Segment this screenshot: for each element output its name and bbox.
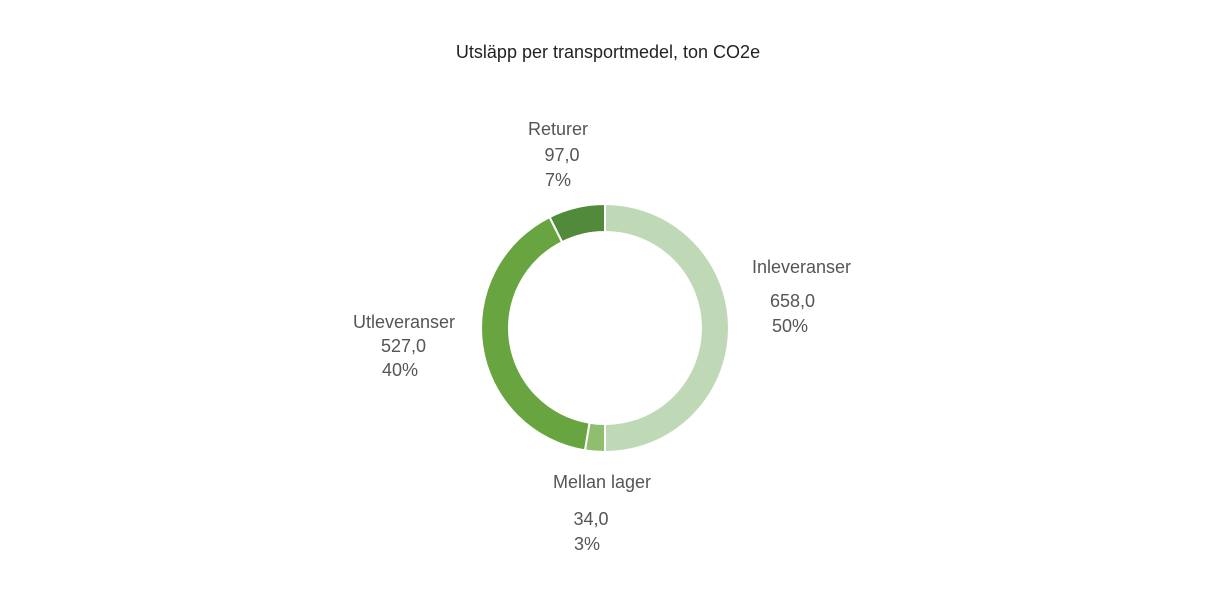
percent-label: 3% xyxy=(574,534,600,554)
chart-title: Utsläpp per transportmedel, ton CO2e xyxy=(456,42,760,62)
donut-slice xyxy=(604,202,730,454)
slice-label: Utleveranser xyxy=(353,312,455,332)
percent-label: 7% xyxy=(545,170,571,190)
value-label: 97,0 xyxy=(544,145,579,165)
donut-slice xyxy=(548,202,606,244)
value-label: 34,0 xyxy=(573,509,608,529)
value-label: 527,0 xyxy=(381,336,426,356)
value-label: 658,0 xyxy=(770,291,815,311)
slice-label: Inleveranser xyxy=(752,257,851,277)
percent-label: 50% xyxy=(772,316,808,336)
slice-label: Returer xyxy=(528,119,588,139)
slice-label: Mellan lager xyxy=(553,472,651,492)
percent-label: 40% xyxy=(382,360,418,380)
